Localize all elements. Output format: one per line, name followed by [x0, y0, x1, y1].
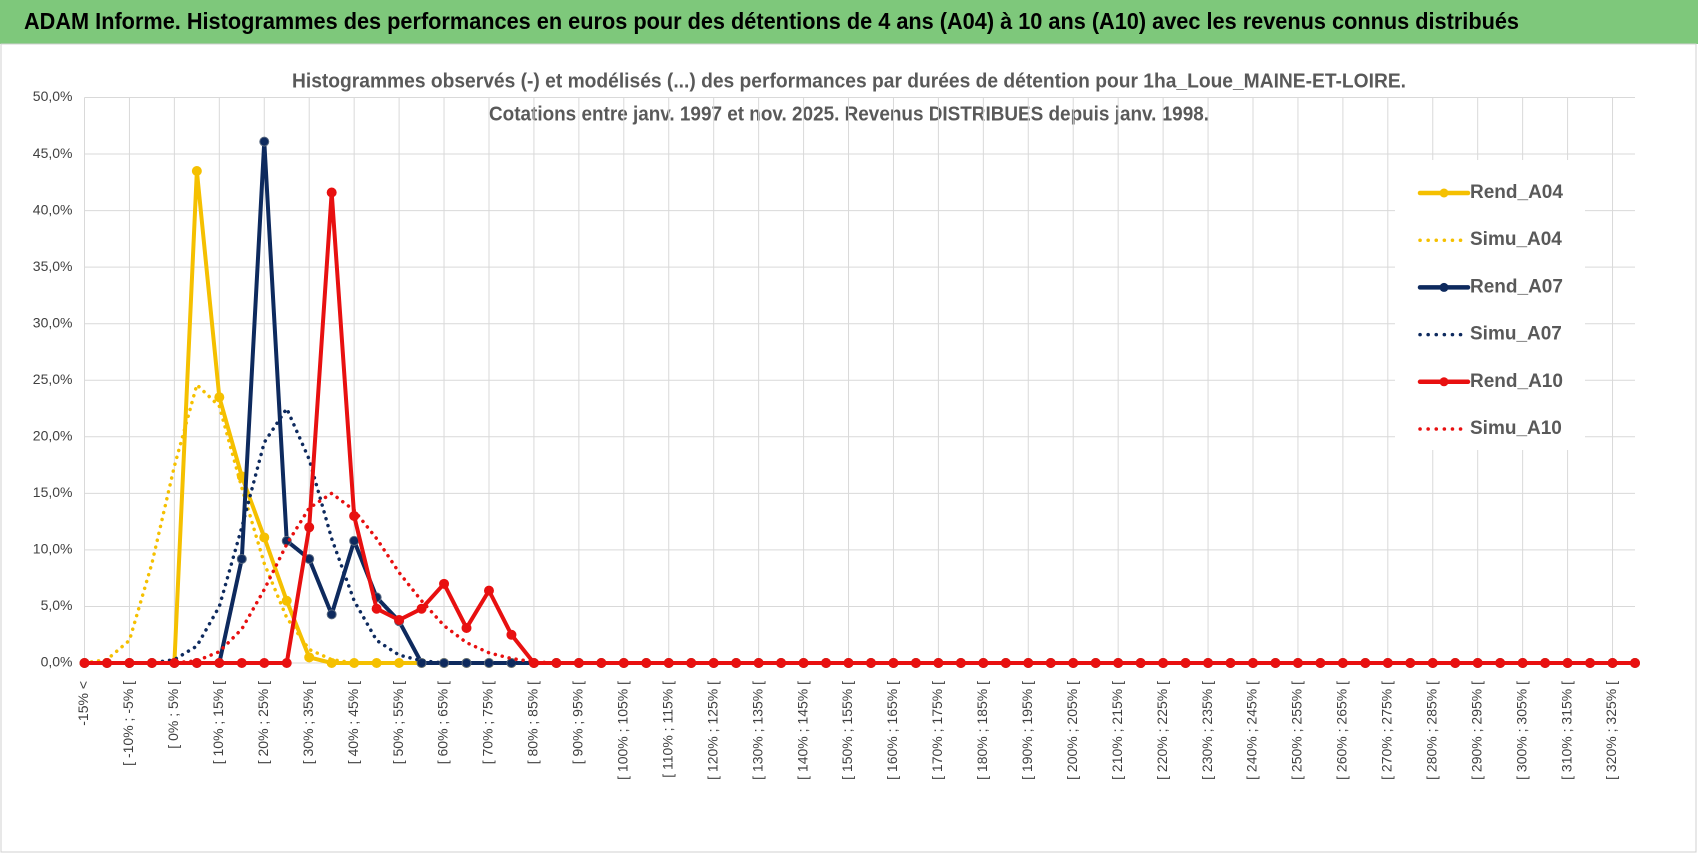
series-marker [326, 187, 337, 198]
x-tick-label: [ 20% ; 25% [ [255, 681, 271, 764]
series-marker [281, 658, 292, 668]
series-marker [394, 615, 405, 626]
x-tick-label: [ 40% ; 45% [ [345, 681, 361, 764]
x-tick-label: [ 250% ; 255% [ [1289, 681, 1305, 780]
y-tick-label: 30,0% [33, 314, 73, 330]
x-tick-label: [ 180% ; 185% [ [974, 681, 990, 780]
series-marker [214, 658, 225, 668]
series-marker [236, 553, 247, 564]
x-tick-label: [ 200% ; 205% [ [1064, 681, 1080, 780]
series-marker [371, 603, 382, 614]
x-tick-label: [ 110% ; 115% [ [659, 681, 675, 778]
x-tick-label: [ 170% ; 175% [ [929, 681, 945, 780]
x-tick-label: [ 80% ; 85% [ [525, 681, 541, 764]
series-marker [506, 629, 517, 640]
x-tick-label: [ 140% ; 145% [ [794, 681, 810, 780]
series-marker [214, 392, 225, 403]
series-marker [349, 535, 360, 546]
series-marker [483, 585, 494, 596]
x-tick-label: [ 210% ; 215% [ [1109, 681, 1125, 780]
y-tick-label: 15,0% [33, 484, 73, 500]
x-tick-label: [ 310% ; 315% [ [1558, 681, 1574, 780]
y-tick-label: 35,0% [33, 258, 73, 274]
x-tick-label: [ 190% ; 195% [ [1019, 681, 1035, 780]
x-tick-label: [ 90% ; 95% [ [570, 681, 586, 764]
series-marker [259, 532, 270, 543]
series-line [82, 383, 1637, 665]
x-tick-label: [ 130% ; 135% [ [749, 681, 765, 780]
x-tick-label: [ 290% ; 295% [ [1468, 681, 1484, 780]
x-tick-label: [ 30% ; 35% [ [300, 681, 316, 764]
series-marker [304, 522, 315, 533]
y-tick-label: 0,0% [41, 654, 73, 670]
x-tick-label: [ 320% ; 325% [ [1603, 681, 1619, 780]
series-marker [236, 658, 247, 668]
x-tick-label: [ -10% ; -5% [ [120, 681, 136, 766]
legend-box [1395, 160, 1585, 450]
y-tick-label: 25,0% [33, 371, 73, 387]
y-tick-label: 40,0% [33, 201, 73, 217]
x-tick-label: [ 50% ; 55% [ [390, 681, 406, 764]
series-marker [191, 166, 202, 177]
x-tick-label: -15% < [75, 681, 91, 726]
x-tick-label: [ 150% ; 155% [ [839, 681, 855, 780]
x-tick-label: [ 120% ; 125% [ [704, 681, 720, 780]
legend-label: Rend_A07 [1470, 276, 1563, 297]
x-tick-label: [ 220% ; 225% [ [1154, 681, 1170, 780]
x-tick-label: [ 160% ; 165% [ [884, 681, 900, 780]
y-tick-label: 45,0% [33, 145, 73, 161]
series-marker [304, 652, 315, 663]
series-marker [281, 595, 292, 606]
x-tick-label: [ 70% ; 75% [ [480, 681, 496, 764]
header-title: ADAM Informe. Histogrammes des performan… [24, 8, 1519, 34]
series-line [82, 491, 1637, 665]
legend-label: Simu_A07 [1470, 324, 1562, 345]
x-tick-label: [ 0% ; 5% [ [165, 681, 181, 749]
plot [79, 136, 1640, 668]
chart-title: Histogrammes observés (-) et modélisés (… [292, 70, 1406, 92]
series-marker [259, 658, 270, 668]
x-tick-label: [ 280% ; 285% [ [1423, 681, 1439, 780]
legend: Rend_A04 Simu_A04 Rend_A07 Simu_A07 Rend_A10… [1395, 160, 1585, 450]
series-marker [461, 622, 472, 633]
y-tick-label: 20,0% [33, 428, 73, 444]
series-marker [259, 136, 270, 147]
legend-label: Simu_A04 [1470, 229, 1562, 250]
y-tick-label: 5,0% [41, 597, 73, 613]
x-tick-label: [ 100% ; 105% [ [615, 681, 631, 780]
legend-marker [1439, 377, 1449, 387]
legend-label: Simu_A10 [1470, 418, 1562, 439]
x-tick-label: [ 230% ; 235% [ [1199, 681, 1215, 780]
y-tick-label: 10,0% [33, 541, 73, 557]
y-tick-label: 50,0% [33, 88, 73, 104]
series-marker [439, 578, 450, 589]
legend-label: Rend_A10 [1470, 371, 1563, 392]
legend-marker [1439, 282, 1449, 292]
legend-marker [1439, 188, 1449, 198]
x-tick-label: [ 260% ; 265% [ [1334, 681, 1350, 780]
series-marker [416, 603, 427, 614]
x-tick-label: [ 240% ; 245% [ [1244, 681, 1260, 780]
header-bar [0, 0, 1698, 44]
x-tick-label: [ 60% ; 65% [ [435, 681, 451, 764]
x-tick-label: [ 10% ; 15% [ [210, 681, 226, 764]
x-tick-label: [ 300% ; 305% [ [1513, 681, 1529, 780]
series-marker [326, 609, 337, 620]
x-tick-label: [ 270% ; 275% [ [1379, 681, 1395, 780]
grid: 0,0% 5,0% 10,0% 15,0% 20,0% 25,0% 30,0% 35,0% 40… [33, 88, 1635, 780]
legend-label: Rend_A04 [1470, 182, 1563, 203]
